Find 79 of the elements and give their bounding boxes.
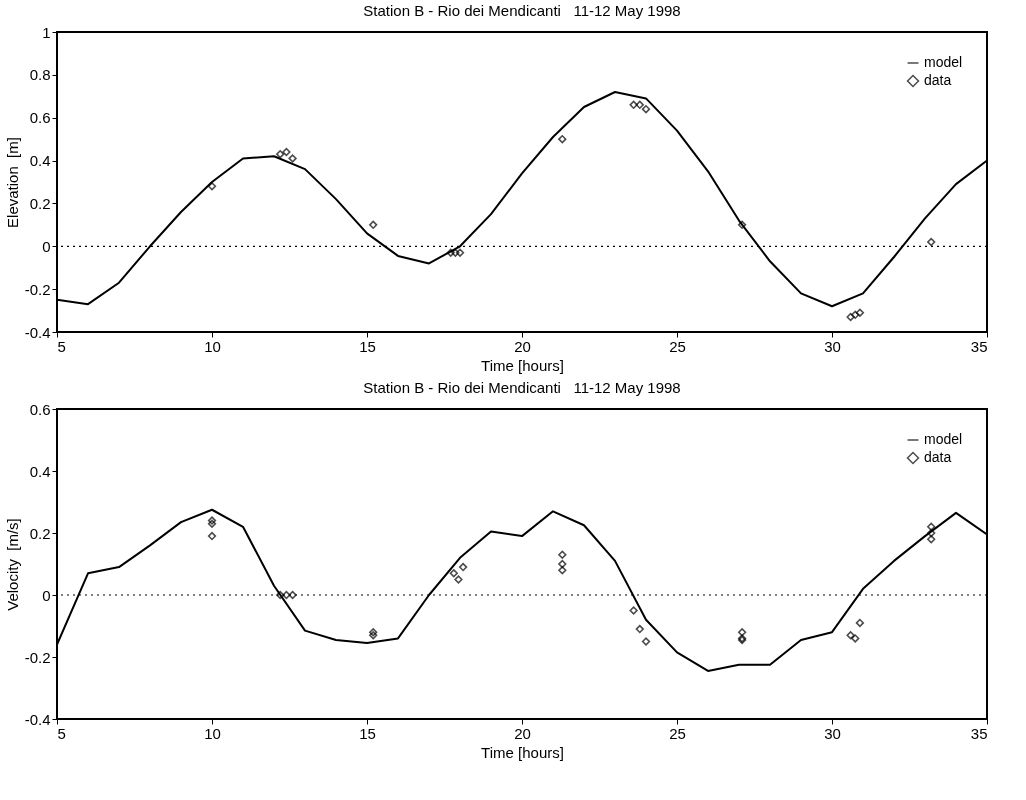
x-tick-label: 25 [669,337,686,355]
point [451,248,460,257]
point [446,248,455,257]
point [207,531,217,541]
point [288,590,297,600]
x-tick-label: 20 [514,724,531,742]
x-tick-label: 15 [359,337,376,355]
point [369,628,378,637]
point [927,528,936,538]
point [927,522,936,531]
x-tick-label: 30 [824,337,841,355]
x-tick-label: 35 [970,724,988,742]
x-tick-label: 5 [57,337,66,355]
y-tick-label: -0.4 [24,710,51,728]
chart-title: Station B - Rio dei Mendicanti 11-12 May 1998 [363,2,681,19]
point [454,575,463,584]
legend-label: model [924,431,963,447]
point [288,154,297,163]
point [851,634,860,643]
point [846,312,855,322]
y-tick-label: -0.2 [24,280,51,298]
x-tick-label: 15 [359,724,376,742]
point [737,220,747,230]
x-tick-label: 10 [204,724,221,742]
point [629,100,638,110]
point [276,149,285,159]
y-axis-title: Elevation [m] [3,137,21,228]
x-axis-title: Time [hours] [481,743,564,761]
point [276,590,285,600]
x-axis-title: Time [hours] [481,356,564,374]
y-tick-label: 1 [42,23,51,41]
point [558,566,567,575]
legend-label: model [924,54,963,70]
point [207,519,217,528]
point [449,569,458,578]
point [927,535,936,544]
point [369,220,378,230]
y-tick-label: -0.2 [24,648,51,666]
point [207,516,217,525]
y-tick-label: 0.8 [29,66,51,84]
point [629,606,638,615]
point [455,248,465,257]
point [846,631,855,640]
y-tick-label: 0.2 [29,524,51,542]
x-tick-label: 10 [204,337,221,355]
point [207,182,217,191]
point [635,100,644,110]
point [927,237,936,247]
point [558,134,567,144]
legend-label: data [924,449,952,465]
point [282,147,291,157]
point [855,618,865,628]
point [458,562,468,572]
y-tick-label: -0.4 [24,323,51,341]
y-tick-label: 0.6 [29,400,51,418]
chart-title: Station B - Rio dei Mendicanti 11-12 May 1998 [363,379,681,396]
y-tick-label: 0 [42,586,51,604]
point [635,624,644,634]
y-tick-label: 0.4 [29,152,51,170]
x-tick-label: 30 [824,724,841,742]
y-tick-label: 0.2 [29,194,51,212]
y-tick-label: 0.6 [29,109,51,127]
point [737,628,747,637]
point [282,590,291,600]
legend-label: data [924,72,952,88]
point [851,310,860,320]
point [369,631,378,640]
point [641,104,651,114]
x-tick-label: 20 [514,337,531,355]
point [558,559,567,569]
point [558,550,567,559]
y-tick-label: 0.4 [29,462,51,480]
y-tick-label: 0 [42,237,51,255]
y-axis-title: Velocity [m/s] [3,518,21,611]
x-tick-label: 25 [669,724,686,742]
x-tick-label: 35 [970,337,988,355]
point [855,308,865,317]
x-tick-label: 5 [57,724,66,742]
point [641,637,651,646]
